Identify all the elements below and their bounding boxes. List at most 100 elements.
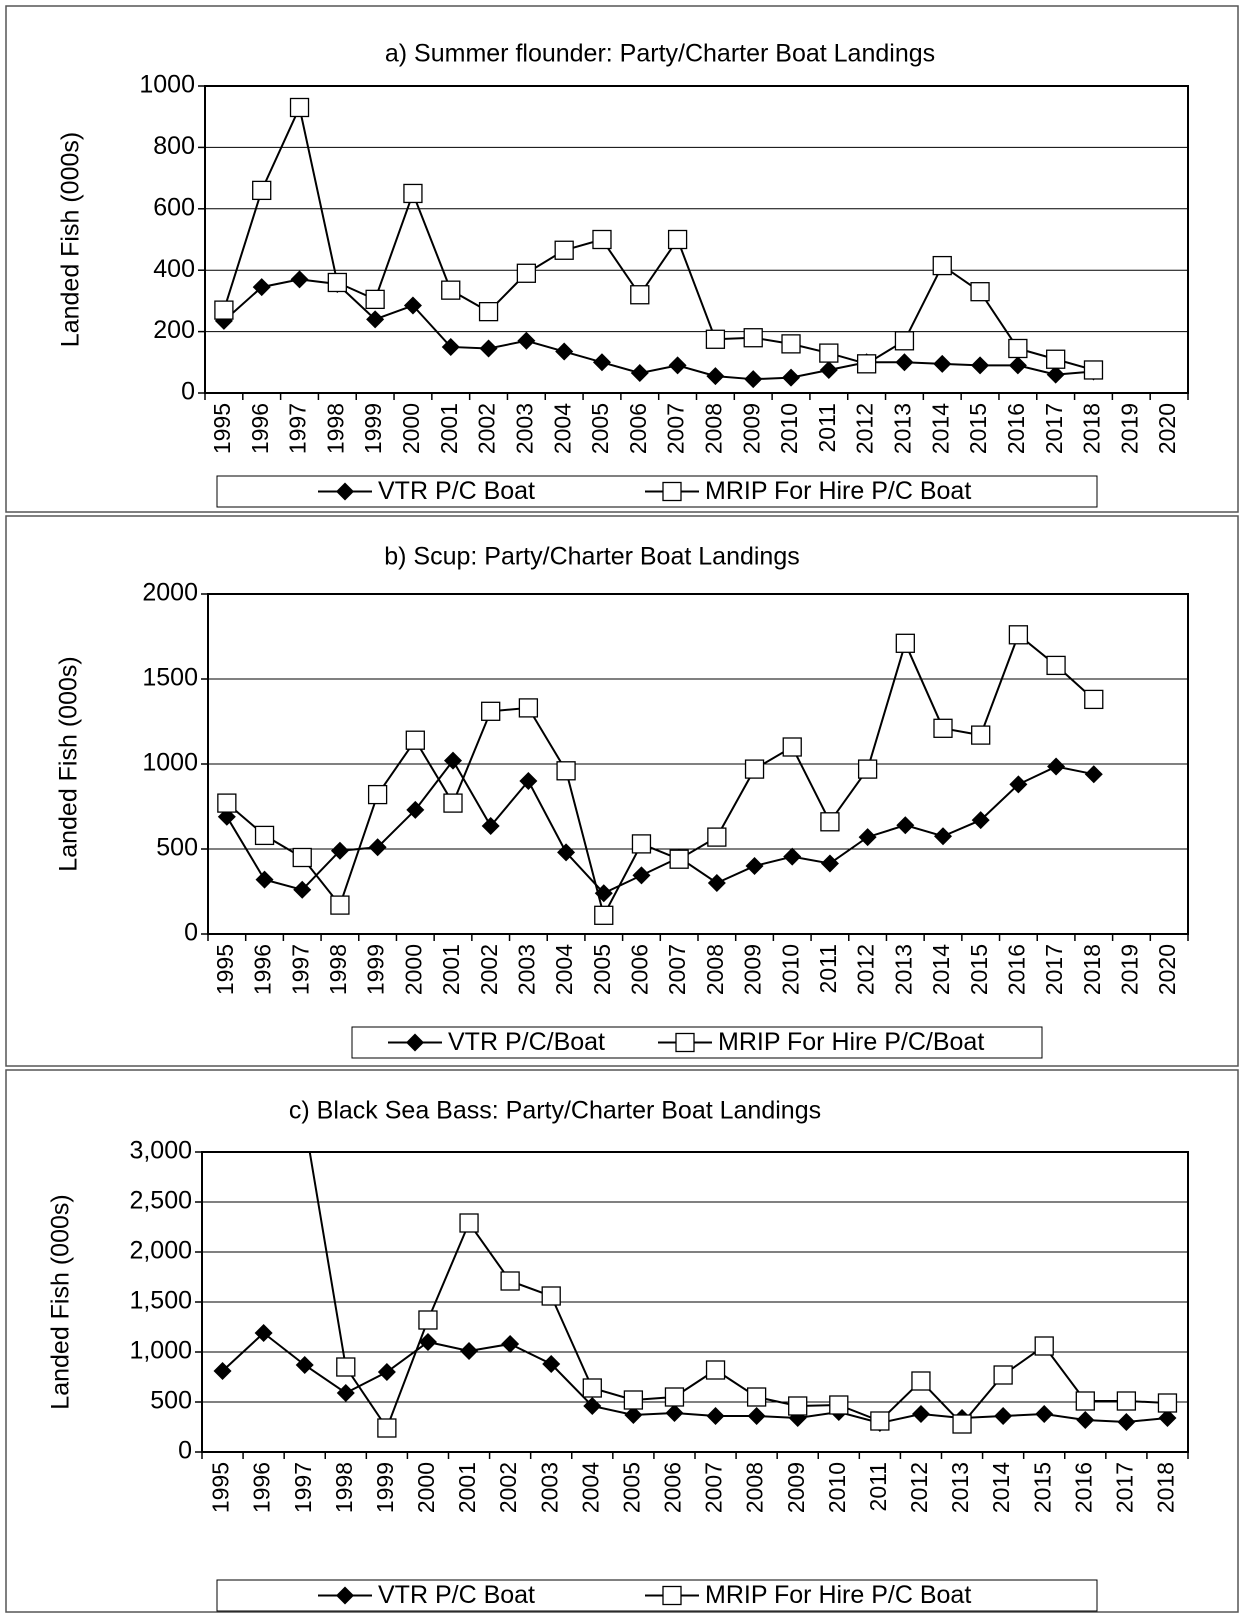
marker-square [594, 905, 614, 925]
marker-square [518, 698, 539, 718]
panel-frame [5, 5, 1239, 513]
x-tick-label: 2013 [947, 1462, 973, 1513]
x-tick-label: 2018 [1079, 944, 1105, 995]
y-tick-label: 3,000 [129, 1137, 192, 1165]
marker-diamond [555, 342, 574, 361]
legend-label: VTR P/C/Boat [448, 1028, 605, 1056]
x-tick-label: 2000 [398, 403, 424, 454]
y-tick-label: 500 [156, 834, 198, 862]
x-tick-label: 2010 [777, 944, 803, 995]
x-tick-label: 2017 [1111, 1462, 1137, 1513]
marker-diamond [994, 1407, 1013, 1425]
x-tick-label: 2010 [776, 403, 802, 454]
marker-diamond [1076, 1411, 1095, 1429]
x-tick-label: 2017 [1041, 944, 1067, 995]
marker-square [292, 847, 312, 868]
marker-square [829, 1395, 849, 1415]
y-tick-label: 1,000 [129, 1337, 192, 1365]
plot-frame [204, 85, 1189, 394]
x-tick-label: 2014 [988, 1462, 1014, 1513]
x-tick-label: 2004 [551, 944, 577, 995]
x-tick-label: 1998 [325, 944, 351, 995]
marker-square [705, 329, 726, 349]
marker-square [459, 1213, 479, 1233]
x-tick-label: 1996 [247, 403, 273, 454]
x-tick-label: 2001 [436, 403, 462, 454]
marker-square [894, 331, 915, 351]
x-tick-label: 1999 [372, 1462, 398, 1513]
x-tick-label: 2015 [965, 403, 991, 454]
x-tick-label: 2011 [815, 944, 841, 993]
marker-square [1084, 689, 1104, 710]
marker-square [870, 1411, 890, 1431]
y-tick-label: 0 [178, 1437, 192, 1465]
marker-diamond [1047, 757, 1066, 776]
marker-square [743, 328, 763, 348]
marker-diamond [896, 816, 915, 835]
marker-square [1008, 338, 1028, 359]
y-axis-label: Landed Fish (000s) [57, 132, 85, 347]
series-line [308, 1152, 1168, 1431]
x-tick-label: 2005 [589, 944, 615, 995]
marker-square [675, 1032, 695, 1053]
y-axis-label: Landed Fish (000s) [55, 656, 83, 871]
x-tick-label: 2019 [1117, 944, 1143, 995]
x-tick-label: 2009 [738, 403, 764, 454]
x-tick-label: 2012 [852, 403, 878, 454]
marker-square [856, 354, 877, 374]
x-tick-label: 2015 [966, 944, 992, 995]
x-tick-label: 2014 [927, 403, 953, 454]
marker-diamond [406, 1033, 424, 1052]
x-tick-label: 1996 [250, 944, 276, 995]
marker-diamond [377, 1363, 396, 1381]
marker-square [403, 183, 423, 204]
plot-area [214, 97, 1104, 389]
marker-diamond [819, 360, 838, 379]
marker-square [707, 827, 727, 847]
marker-diamond [517, 331, 536, 350]
x-tick-label: 2002 [476, 944, 502, 995]
marker-diamond [594, 884, 613, 903]
marker-square [541, 1286, 561, 1306]
marker-square [367, 784, 388, 805]
marker-diamond [971, 356, 990, 375]
series-line [222, 104, 1094, 371]
marker-diamond [542, 1355, 561, 1373]
x-tick-label: 2004 [577, 1462, 603, 1513]
y-tick-label: 1000 [139, 71, 195, 99]
marker-square [669, 849, 689, 869]
y-axis-label: Landed Fish (000s) [47, 1194, 75, 1409]
x-tick-label: 2018 [1079, 403, 1105, 454]
x-tick-label: 2001 [438, 944, 464, 995]
marker-square [365, 289, 385, 310]
x-tick-label: 2011 [814, 403, 840, 452]
marker-square [970, 282, 990, 302]
panel-frame [5, 1069, 1239, 1613]
x-tick-label: 2004 [549, 403, 575, 454]
y-tick-label: 1,500 [129, 1287, 192, 1315]
marker-square [289, 97, 310, 118]
x-tick-label: 2008 [702, 944, 728, 995]
x-tick-label: 1997 [285, 403, 311, 454]
marker-diamond [782, 368, 801, 387]
marker-diamond [1084, 765, 1103, 784]
x-tick-label: 2003 [511, 403, 537, 454]
marker-diamond [971, 811, 990, 830]
marker-diamond [460, 1342, 479, 1360]
marker-square [623, 1390, 644, 1410]
marker-diamond [295, 1356, 314, 1374]
marker-square [1034, 1336, 1054, 1356]
marker-square [516, 263, 537, 283]
series-line [226, 633, 1095, 919]
x-tick-label: 2005 [618, 1462, 644, 1513]
x-tick-label: 2006 [625, 403, 651, 454]
marker-square [705, 1360, 726, 1380]
marker-square [667, 229, 688, 250]
x-tick-label: 2001 [454, 1462, 480, 1513]
marker-diamond [911, 1405, 930, 1423]
x-tick-label: 1998 [322, 403, 348, 454]
marker-square [1075, 1391, 1095, 1411]
marker-diamond [1117, 1413, 1136, 1431]
x-tick-label: 2016 [1003, 944, 1029, 995]
x-tick-label: 2008 [700, 403, 726, 454]
